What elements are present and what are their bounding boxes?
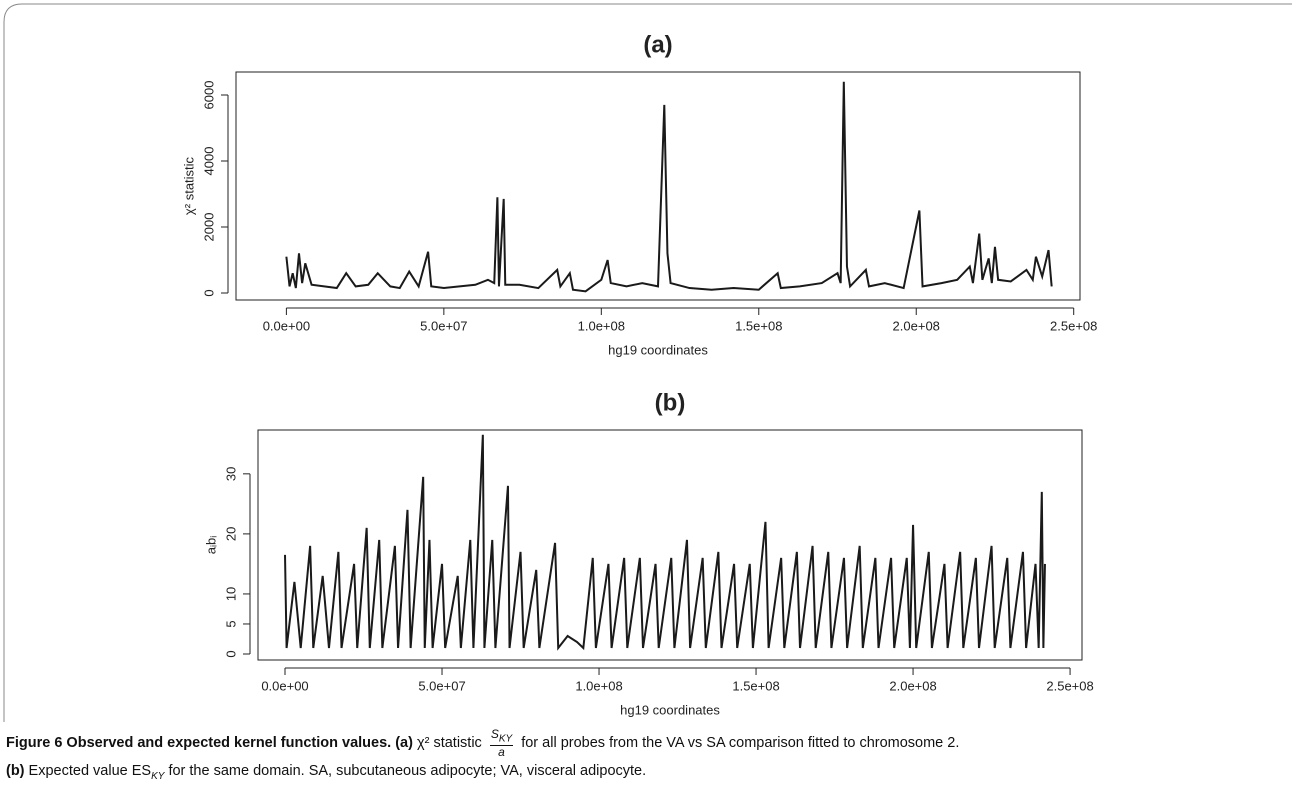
y-tick-label: 5	[223, 620, 238, 627]
x-tick-label: 1.5e+08	[735, 318, 782, 333]
caption-text: KY	[498, 733, 513, 745]
plot-frame	[235, 71, 1081, 301]
x-tick-label: 0.0e+00	[261, 678, 308, 693]
caption-text: a	[498, 745, 505, 760]
x-tick-label: 2.0e+08	[889, 678, 936, 693]
y-axis-label: χ² statistic	[181, 156, 196, 215]
x-tick-label: 2.0e+08	[893, 318, 940, 333]
chart-title: (a)	[643, 31, 672, 58]
y-tick-label: 2000	[201, 213, 216, 242]
caption-text: S	[490, 727, 499, 741]
x-axis-label: hg19 coordinates	[620, 702, 720, 717]
x-tick-label: 1.5e+08	[732, 678, 779, 693]
caption-text: KY	[151, 771, 165, 783]
data-line	[285, 81, 1053, 293]
x-tick-label: 0.0e+00	[263, 318, 310, 333]
caption-text: for all probes from the VA vs SA compari…	[521, 735, 960, 752]
data-line	[284, 434, 1046, 651]
caption-text: Expected value ES	[28, 763, 152, 780]
x-tick-label: 2.5e+08	[1046, 678, 1093, 693]
x-tick-label: 5.0e+07	[420, 318, 467, 333]
y-tick-label: 30	[223, 467, 238, 481]
x-tick-label: 1.0e+08	[575, 678, 622, 693]
plot-frame	[257, 429, 1083, 661]
y-tick-label: 4000	[201, 147, 216, 176]
x-tick-label: 2.5e+08	[1050, 318, 1097, 333]
caption-text: for the same domain. SA, subcutaneous ad…	[168, 763, 647, 780]
y-tick-label: 0	[201, 289, 216, 296]
caption-tag: (b)	[6, 763, 25, 780]
figure: (a) 0.0e+00 5.0e+07 1.0e+08 1.5e+08 2.0e+08 2.…	[3, 3, 1292, 722]
y-tick-label: 0	[223, 650, 238, 657]
y-tick-label: 6000	[201, 81, 216, 110]
caption-fraction: SKY a	[489, 727, 514, 760]
y-tick-label: 10	[223, 587, 238, 601]
caption-text: χ² statistic	[416, 735, 482, 752]
caption-title: Figure 6 Observed and expected kernel fu…	[6, 735, 392, 752]
y-axis-label: aᵢbᵢ	[203, 536, 218, 555]
figure-border	[3, 3, 1292, 722]
x-tick-label: 1.0e+08	[578, 318, 625, 333]
caption: Figure 6 Observed and expected kernel fu…	[6, 728, 1286, 790]
caption-tag: (a)	[395, 735, 413, 752]
x-axis-label: hg19 coordinates	[608, 342, 708, 357]
chart-title: (b)	[655, 389, 686, 416]
y-tick-label: 20	[223, 527, 238, 541]
x-tick-label: 5.0e+07	[418, 678, 465, 693]
